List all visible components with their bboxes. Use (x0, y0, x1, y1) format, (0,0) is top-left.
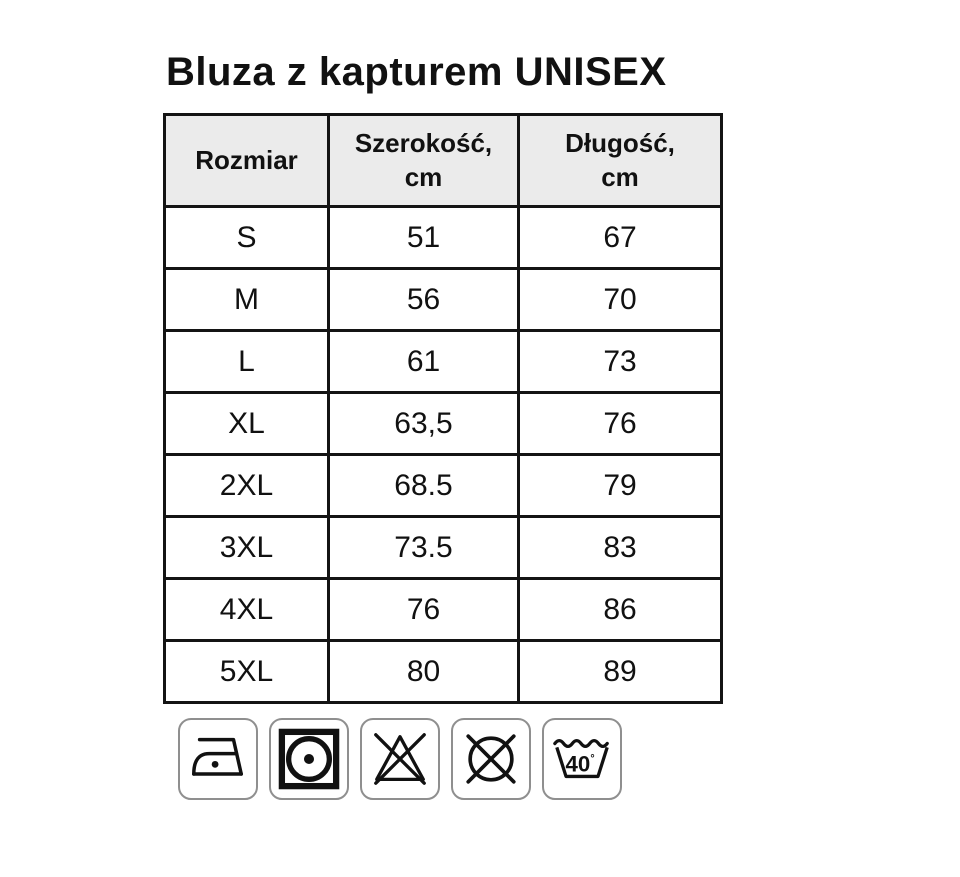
table-row: 5XL 80 89 (163, 639, 723, 704)
width-cell: 68.5 (327, 453, 520, 518)
table-row: M 56 70 (163, 267, 723, 332)
col-header-length-line2: cm (601, 161, 639, 192)
wash-40-icon-glyph: 40° (553, 738, 609, 779)
col-header-width-line2: cm (404, 161, 443, 192)
do-not-dry-clean-icon (451, 718, 531, 800)
size-cell: L (163, 329, 330, 394)
width-cell: 76 (327, 577, 520, 642)
length-cell: 86 (517, 577, 723, 642)
length-cell: 67 (517, 205, 723, 270)
col-header-size: Rozmiar (163, 113, 330, 208)
col-header-length-line1: Długość, (565, 127, 675, 158)
size-table-header: Rozmiar Szerokość, cm Długość, cm (163, 113, 723, 208)
length-cell: 79 (517, 453, 723, 518)
wash-40-icon: 40° (542, 718, 622, 800)
care-icons-row: 40° (178, 718, 622, 800)
width-cell: 63,5 (327, 391, 520, 456)
col-header-width: Szerokość, cm (327, 113, 520, 208)
width-cell: 80 (327, 639, 520, 704)
table-row: S 51 67 (163, 205, 723, 270)
tumble-dry-icon (269, 718, 349, 800)
table-row: 4XL 76 86 (163, 577, 723, 642)
table-row: L 61 73 (163, 329, 723, 394)
width-cell: 61 (327, 329, 520, 394)
length-cell: 83 (517, 515, 723, 580)
size-cell: 4XL (163, 577, 330, 642)
header-row: Rozmiar Szerokość, cm Długość, cm (163, 113, 723, 208)
length-cell: 76 (517, 391, 723, 456)
width-cell: 73.5 (327, 515, 520, 580)
width-cell: 56 (327, 267, 520, 332)
wash-temp-label: 40° (566, 752, 595, 777)
do-not-bleach-icon-glyph (374, 733, 426, 785)
do-not-dry-clean-icon-glyph (466, 734, 516, 784)
tumble-dry-icon-glyph (278, 728, 340, 790)
do-not-bleach-icon (360, 718, 440, 800)
iron-icon (178, 718, 258, 800)
table-row: 2XL 68.5 79 (163, 453, 723, 518)
size-cell: XL (163, 391, 330, 456)
size-cell: 5XL (163, 639, 330, 704)
size-cell: 3XL (163, 515, 330, 580)
size-cell: 2XL (163, 453, 330, 518)
col-header-size-line1: Rozmiar (195, 144, 298, 175)
size-cell: M (163, 267, 330, 332)
table-row: 3XL 73.5 83 (163, 515, 723, 580)
col-header-length: Długość, cm (517, 113, 723, 208)
size-table: Rozmiar Szerokość, cm Długość, cm S 51 6… (163, 113, 723, 704)
length-cell: 89 (517, 639, 723, 704)
iron-icon-glyph (192, 737, 243, 776)
length-cell: 73 (517, 329, 723, 394)
size-cell: S (163, 205, 330, 270)
table-row: XL 63,5 76 (163, 391, 723, 456)
length-cell: 70 (517, 267, 723, 332)
size-table-body: S 51 67 M 56 70 L 61 73 XL 63,5 76 2XL 6 (163, 205, 723, 704)
width-cell: 51 (327, 205, 520, 270)
page-title: Bluza z kapturem UNISEX (166, 50, 667, 94)
col-header-width-line1: Szerokość, (354, 127, 493, 158)
